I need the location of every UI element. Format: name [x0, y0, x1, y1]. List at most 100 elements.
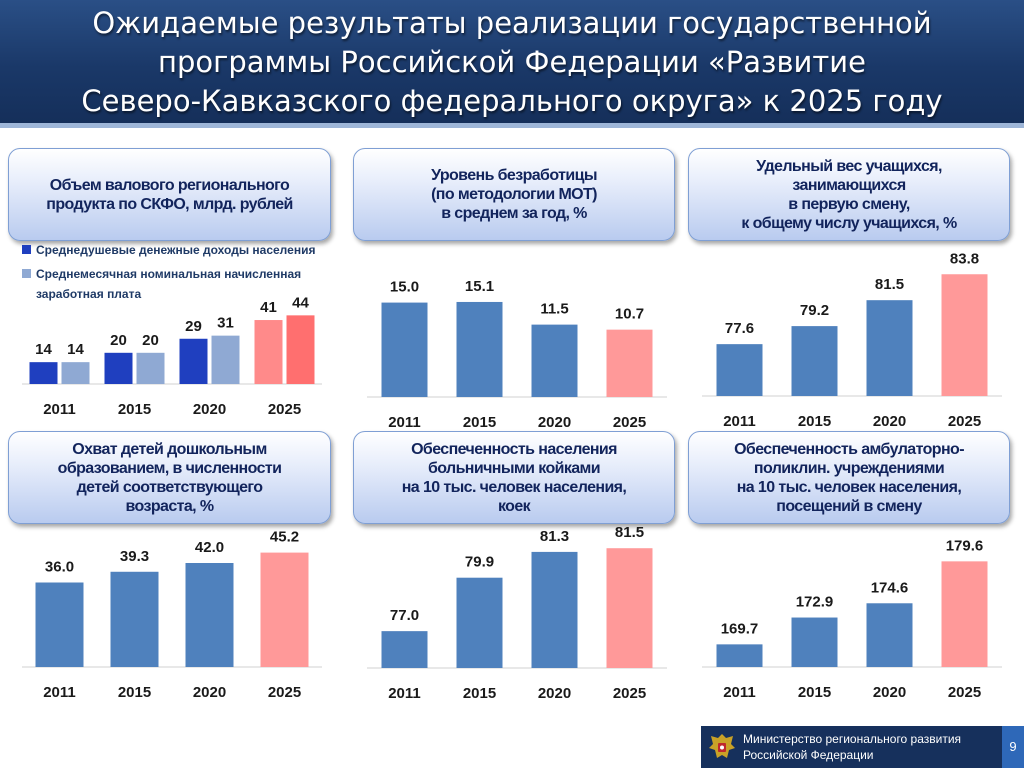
x-tick-label: 2020	[538, 685, 571, 702]
panel-title-line: на 10 тыс. человек населения,	[736, 478, 962, 496]
x-tick-label: 2011	[43, 401, 76, 418]
panel-title-unemployment: Уровень безработицы (по методологии МОТ)…	[353, 148, 675, 241]
title-line: программы Российской Федерации «Развитие	[158, 45, 866, 79]
panel-title-line: Объем валового регионального	[49, 176, 290, 194]
panel-title-line: в первую смену,	[788, 195, 910, 213]
x-tick-label: 2011	[388, 685, 421, 702]
bar	[606, 548, 653, 668]
bar-wage	[286, 315, 315, 384]
panel-title-hospital-beds: Обеспеченность населения больничными кой…	[353, 431, 675, 524]
ministry-name: Министерство регионального развития Росс…	[743, 731, 961, 763]
legend-label: Среднедушевые денежные доходы населения	[36, 243, 316, 257]
ministry-name-line: Министерство регионального развития	[743, 732, 962, 746]
bar-wage	[136, 352, 165, 384]
bar-value-label: 83.8	[950, 250, 979, 267]
bar	[716, 344, 763, 396]
x-tick-label: 2025	[268, 684, 301, 701]
panel-title-grp: Объем валового регионального продукта по…	[8, 148, 331, 241]
bar	[456, 577, 503, 668]
x-tick-label: 2025	[948, 684, 981, 701]
bar-value-label: 15.0	[390, 279, 419, 296]
panel-title-outpatient: Обеспеченность амбулаторно- поликлин. уч…	[688, 431, 1010, 524]
chart-unemployment: 15.0 2011 15.1 2015 11.5 2020 10.7 2025	[367, 278, 667, 431]
chart-outpatient: 169.7 2011 172.9 2015 174.6 2020 179.6 2025	[702, 537, 1002, 701]
bar-value-label: 15.1	[465, 278, 494, 295]
panel-title-line: Обеспеченность амбулаторно-	[734, 440, 964, 458]
panel-title-line: в среднем за год, %	[441, 205, 587, 222]
panel-title-line: на 10 тыс. человек населения,	[401, 478, 627, 496]
bar	[866, 603, 913, 667]
bar-value-label: 11.5	[540, 301, 568, 318]
panel-title-line: Уровень безработицы	[431, 167, 597, 184]
panel-title-line: посещений в смену	[776, 497, 922, 515]
panel-title-line: продукта по СКФО, млрд. рублей	[46, 195, 293, 213]
x-tick-label: 2020	[193, 684, 226, 701]
bar-value-label: 42.0	[195, 539, 224, 556]
bar	[531, 324, 578, 397]
bar-value-label: 14	[35, 341, 52, 358]
bar-income	[254, 320, 283, 384]
bar-value-label: 79.9	[465, 554, 494, 571]
panel-title-preschool: Охват детей дошкольным образованием, в ч…	[8, 431, 331, 524]
panel-title-first-shift: Удельный вес учащихся, занимающихся в пе…	[688, 148, 1010, 241]
bar	[185, 563, 234, 667]
panel-title-line: больничными койками	[427, 459, 601, 477]
bar-value-label: 77.0	[390, 607, 419, 624]
page-number: 9	[1002, 726, 1024, 768]
x-tick-label: 2020	[873, 413, 906, 430]
x-tick-label: 2011	[723, 684, 756, 701]
bar-value-label: 81.5	[615, 524, 644, 541]
x-tick-label: 2025	[613, 685, 646, 702]
panel-title-line: к общему числу учащихся, %	[741, 214, 957, 232]
bar-wage	[211, 335, 240, 384]
bar-value-label: 81.3	[540, 528, 569, 545]
bar	[791, 326, 838, 396]
footer: Министерство регионального развития Росс…	[701, 726, 1024, 768]
bar	[110, 571, 159, 667]
legend-swatch	[22, 245, 31, 254]
bar-value-label: 10.7	[615, 306, 644, 323]
x-tick-label: 2011	[388, 414, 421, 431]
bar-value-label: 79.2	[800, 302, 829, 319]
bar	[606, 329, 653, 397]
x-tick-label: 2020	[193, 401, 226, 418]
panel-title-line: Обеспеченность населения	[411, 440, 617, 458]
bar	[531, 551, 578, 668]
ministry-name-line: Российской Федерации	[743, 748, 874, 762]
bar-value-label: 44	[292, 294, 309, 311]
panel-title-line: коек	[497, 497, 531, 515]
x-tick-label: 2011	[723, 413, 756, 430]
coat-of-arms-icon	[709, 734, 735, 758]
panel-title-line: (по методологии МОТ)	[431, 186, 597, 203]
x-tick-label: 2011	[43, 684, 76, 701]
chart-preschool: 36.0 2011 39.3 2015 42.0 2020 45.2 2025	[22, 529, 322, 701]
bar	[716, 644, 763, 667]
panel-title-line: детей соответствующего	[76, 478, 263, 496]
x-tick-label: 2025	[948, 413, 981, 430]
title-line: Ожидаемые результаты реализации государс…	[92, 6, 932, 40]
x-tick-label: 2015	[463, 414, 496, 431]
bar-value-label: 29	[185, 318, 202, 335]
panel-title-line: Удельный вес учащихся,	[756, 157, 942, 175]
bar-value-label: 179.6	[946, 537, 984, 554]
x-tick-label: 2015	[798, 684, 831, 701]
legend-swatch	[22, 269, 31, 278]
legend-label: Среднемесячная номинальная начисленная з…	[36, 267, 302, 301]
bar-value-label: 31	[217, 315, 234, 332]
bar-value-label: 172.9	[796, 594, 834, 611]
bar	[381, 631, 428, 668]
bar-value-label: 36.0	[45, 559, 74, 576]
x-tick-label: 2015	[118, 401, 151, 418]
bar-value-label: 14	[67, 341, 84, 358]
legend-item: Среднедушевые денежные доходы населения	[22, 240, 342, 260]
bar-value-label: 41	[260, 299, 277, 316]
legend-item: Среднемесячная номинальная начисленная з…	[22, 264, 342, 304]
x-tick-label: 2015	[118, 684, 151, 701]
bar-value-label: 81.5	[875, 276, 904, 293]
x-tick-label: 2025	[268, 401, 301, 418]
x-tick-label: 2020	[538, 414, 571, 431]
x-tick-label: 2015	[798, 413, 831, 430]
bar-value-label: 45.2	[270, 529, 299, 546]
bar-value-label: 169.7	[721, 620, 759, 637]
